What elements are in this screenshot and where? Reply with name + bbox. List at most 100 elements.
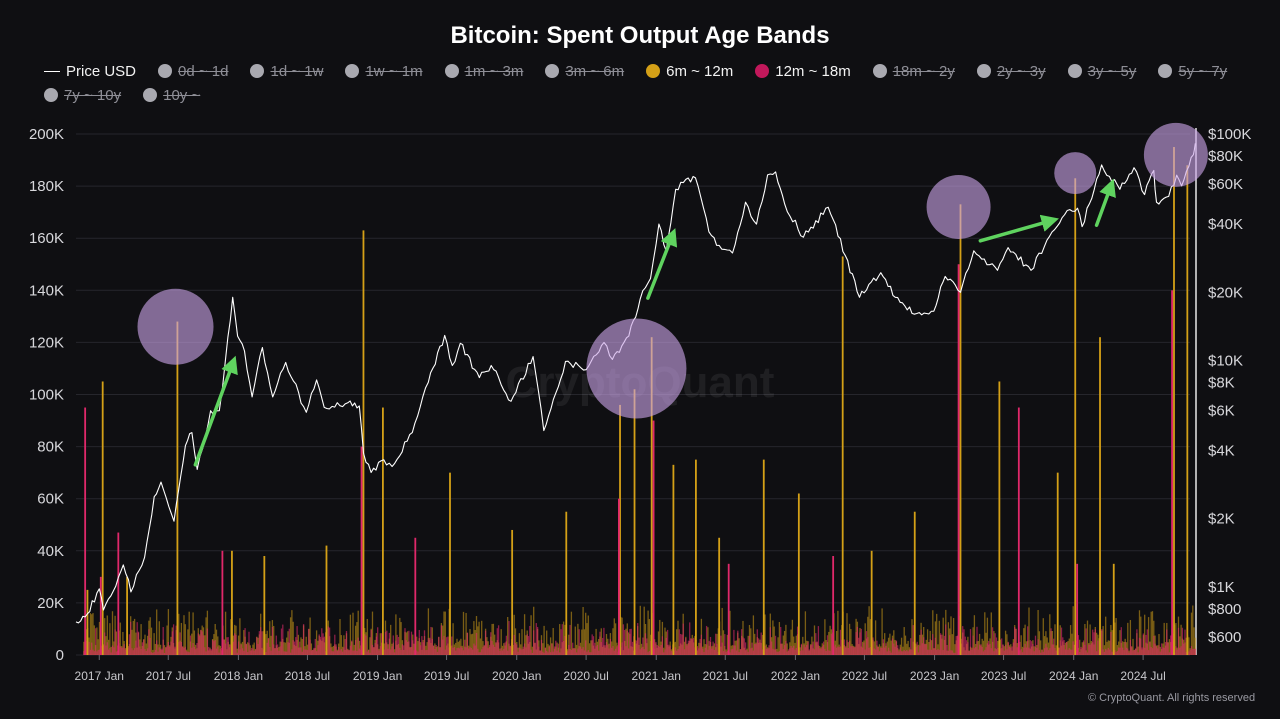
band-12m-18m-noise bbox=[613, 650, 615, 655]
band-12m-18m-noise bbox=[201, 631, 203, 655]
legend-dot-marker bbox=[646, 64, 661, 78]
band-12m-18m-noise bbox=[243, 650, 245, 655]
band-12m-18m-noise bbox=[422, 642, 424, 655]
band-12m-18m-noise bbox=[425, 650, 427, 655]
band-12m-18m-noise bbox=[122, 647, 124, 655]
band-12m-18m-noise bbox=[504, 642, 506, 655]
legend-item-10[interactable]: 3y ~ 5y bbox=[1067, 62, 1136, 80]
band-12m-18m-noise bbox=[599, 631, 601, 655]
band-12m-18m-noise bbox=[752, 650, 755, 655]
band-6m-12m-noise bbox=[919, 634, 921, 655]
left-tick-label: 0 bbox=[56, 647, 64, 664]
band-6m-12m-noise bbox=[286, 637, 288, 655]
spike-bar bbox=[84, 407, 87, 655]
band-12m-18m-noise bbox=[721, 642, 723, 655]
band-12m-18m-noise bbox=[1047, 650, 1050, 655]
band-12m-18m-noise bbox=[547, 652, 549, 655]
legend-item-8[interactable]: 18m ~ 2y bbox=[872, 62, 955, 80]
band-12m-18m-noise bbox=[292, 640, 294, 655]
legend-item-12[interactable]: 7y ~ 10y bbox=[44, 86, 121, 104]
legend-item-9[interactable]: 2y ~ 3y bbox=[976, 62, 1046, 80]
band-6m-12m-noise bbox=[341, 646, 344, 655]
band-12m-18m-noise bbox=[107, 649, 110, 655]
band-12m-18m-noise bbox=[315, 651, 318, 655]
legend-item-5[interactable]: 3m ~ 6m bbox=[545, 62, 624, 80]
band-12m-18m-noise bbox=[451, 636, 453, 655]
band-12m-18m-noise bbox=[595, 646, 597, 655]
band-6m-12m-noise bbox=[1068, 638, 1070, 655]
band-12m-18m-noise bbox=[730, 649, 732, 655]
band-6m-12m-noise bbox=[306, 644, 309, 655]
band-12m-18m-noise bbox=[873, 648, 875, 655]
band-6m-12m-noise bbox=[156, 609, 158, 655]
band-6m-12m-noise bbox=[477, 626, 479, 655]
band-6m-12m-noise bbox=[627, 632, 630, 655]
band-12m-18m-noise bbox=[383, 649, 385, 655]
band-12m-18m-noise bbox=[392, 635, 394, 655]
band-6m-12m-noise bbox=[878, 644, 881, 655]
spike-bar bbox=[1171, 290, 1173, 655]
legend-item-3[interactable]: 1w ~ 1m bbox=[345, 62, 423, 80]
band-6m-12m-noise bbox=[795, 635, 797, 655]
spike-bar bbox=[762, 459, 765, 655]
band-12m-18m-noise bbox=[232, 641, 235, 655]
band-12m-18m-noise bbox=[1142, 633, 1145, 655]
band-12m-18m-noise bbox=[187, 651, 189, 655]
band-12m-18m-noise bbox=[850, 646, 852, 655]
band-12m-18m-noise bbox=[1159, 651, 1161, 655]
band-12m-18m-noise bbox=[543, 652, 545, 655]
band-6m-12m-noise bbox=[1192, 605, 1194, 655]
band-12m-18m-noise bbox=[1102, 649, 1104, 655]
band-12m-18m-noise bbox=[930, 649, 933, 655]
band-12m-18m-noise bbox=[1072, 641, 1074, 655]
legend-item-13[interactable]: 10y ~ bbox=[143, 86, 200, 104]
band-12m-18m-noise bbox=[403, 645, 405, 655]
band-12m-18m-noise bbox=[500, 647, 502, 655]
band-12m-18m-noise bbox=[886, 651, 888, 655]
band-6m-12m-noise bbox=[1004, 630, 1007, 655]
band-12m-18m-noise bbox=[352, 650, 354, 655]
band-12m-18m-noise bbox=[496, 628, 498, 655]
legend-item-0[interactable]: Price USD bbox=[44, 62, 136, 80]
band-12m-18m-noise bbox=[1132, 650, 1134, 655]
legend-item-4[interactable]: 1m ~ 3m bbox=[444, 62, 523, 80]
right-tick-label: $600 bbox=[1208, 629, 1241, 646]
band-12m-18m-noise bbox=[724, 634, 726, 655]
band-12m-18m-noise bbox=[488, 644, 491, 655]
band-12m-18m-noise bbox=[89, 649, 92, 655]
legend-item-6[interactable]: 6m ~ 12m bbox=[646, 62, 733, 80]
band-12m-18m-noise bbox=[410, 631, 413, 655]
band-12m-18m-noise bbox=[691, 639, 693, 655]
band-6m-12m-noise bbox=[590, 640, 592, 655]
band-12m-18m-noise bbox=[742, 637, 744, 655]
band-12m-18m-noise bbox=[115, 651, 118, 655]
band-6m-12m-noise bbox=[552, 627, 554, 655]
spike-bar bbox=[998, 381, 1001, 655]
band-12m-18m-noise bbox=[750, 648, 752, 655]
band-12m-18m-noise bbox=[795, 648, 797, 655]
band-6m-12m-noise bbox=[270, 635, 272, 655]
band-12m-18m-noise bbox=[837, 646, 839, 655]
band-6m-12m-noise bbox=[722, 630, 725, 655]
band-6m-12m-noise bbox=[782, 635, 784, 655]
band-6m-12m-noise bbox=[643, 606, 645, 655]
band-12m-18m-noise bbox=[140, 648, 142, 655]
band-12m-18m-noise bbox=[799, 650, 801, 655]
legend-label: 6m ~ 12m bbox=[666, 62, 734, 80]
band-12m-18m-noise bbox=[377, 627, 379, 655]
highlight-circle bbox=[926, 174, 991, 239]
band-12m-18m-noise bbox=[716, 643, 718, 655]
band-12m-18m-noise bbox=[579, 646, 582, 655]
spike-bar bbox=[1173, 147, 1175, 655]
band-12m-18m-noise bbox=[312, 649, 314, 655]
band-12m-18m-noise bbox=[1114, 650, 1116, 655]
x-tick-label: 2017 Jul bbox=[146, 669, 191, 683]
band-6m-12m-noise bbox=[907, 640, 909, 655]
legend-item-2[interactable]: 1d ~ 1w bbox=[250, 62, 323, 80]
legend-item-11[interactable]: 5y ~ 7y bbox=[1158, 62, 1227, 80]
legend-item-1[interactable]: 0d ~ 1d bbox=[158, 62, 228, 80]
legend-item-7[interactable]: 12m ~ 18m bbox=[755, 62, 851, 80]
band-6m-12m-noise bbox=[1038, 631, 1041, 655]
band-6m-12m-noise bbox=[1086, 620, 1089, 655]
band-12m-18m-noise bbox=[789, 648, 791, 655]
